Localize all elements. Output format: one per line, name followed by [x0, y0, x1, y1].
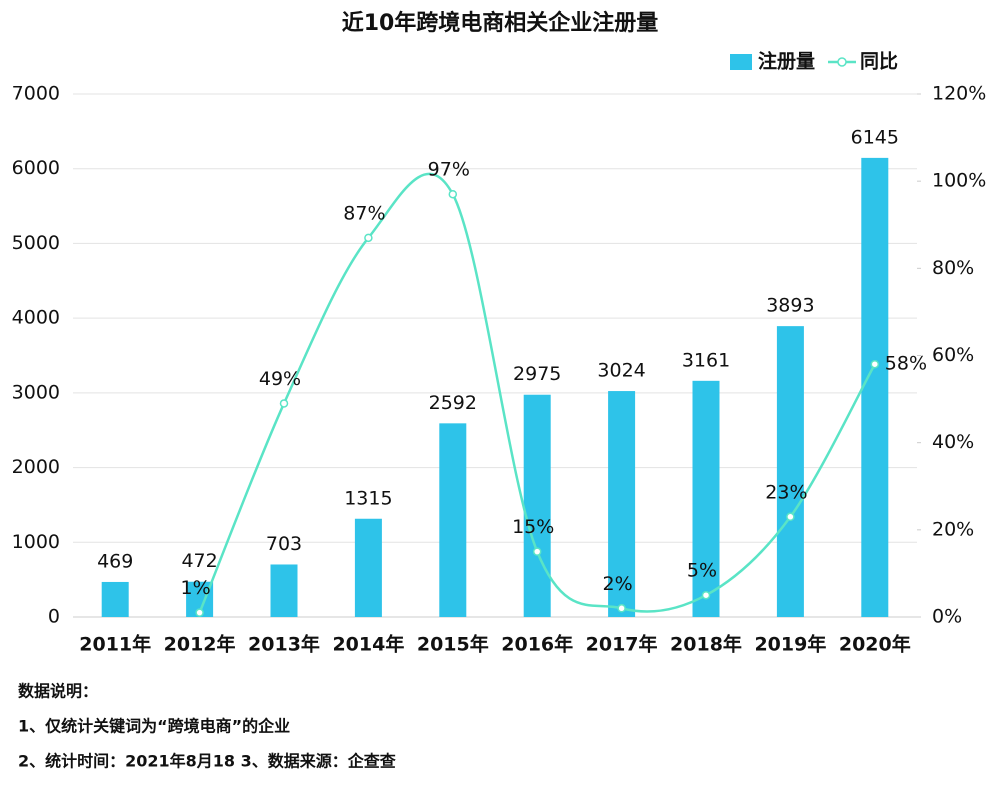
legend-label: 同比: [860, 51, 898, 73]
bar-value-label: 472: [181, 550, 217, 572]
y2-tick-label: 0%: [932, 606, 962, 628]
x-tick-label: 2014年: [332, 633, 404, 656]
line-point: [701, 590, 711, 600]
bar-value-label: 1315: [344, 487, 392, 509]
line-value-label: 97%: [428, 159, 470, 181]
legend-label: 注册量: [758, 50, 815, 73]
line-point: [870, 359, 880, 369]
bar: [101, 581, 129, 617]
bar: [523, 394, 551, 617]
y2-tick-label: 80%: [932, 257, 974, 279]
line: [198, 172, 876, 614]
bar: [354, 518, 382, 617]
x-tick-label: 2019年: [754, 633, 826, 656]
line-value-label: 49%: [259, 368, 301, 390]
y-tick-label: 3000: [12, 381, 60, 403]
bar: [270, 564, 298, 617]
bar: [608, 391, 636, 617]
x-tick-label: 2016年: [501, 633, 573, 656]
y2-tick-label: 40%: [932, 431, 974, 453]
bar: [692, 380, 720, 617]
note: 数据说明：: [18, 682, 98, 701]
line-value-label: 2%: [603, 573, 633, 595]
line-point: [195, 608, 204, 617]
line-value-label: 58%: [885, 353, 927, 375]
bar-value-label: 6145: [851, 126, 899, 148]
line-point: [532, 547, 542, 556]
y-tick-label: 4000: [12, 307, 60, 329]
bar: [439, 423, 467, 617]
y-tick-label: 1000: [12, 531, 60, 553]
bar-value-label: 2592: [429, 392, 477, 414]
line-value-label: 5%: [687, 560, 717, 582]
bar-value-label: 703: [266, 533, 302, 555]
x-tick-label: 2015年: [417, 633, 489, 656]
y-tick-label: 6000: [12, 157, 60, 179]
line-value-label: 23%: [765, 481, 807, 503]
bar-value-label: 2975: [513, 363, 561, 385]
y2-tick-label: 120%: [932, 83, 986, 105]
legend-swatch: [837, 57, 847, 67]
x-tick-label: 2017年: [586, 633, 658, 656]
x-tick-label: 2018年: [670, 633, 742, 656]
y-tick-label: 7000: [12, 83, 60, 105]
bar: [861, 157, 889, 617]
note: 2、统计时间：2021年8月18 3、数据来源：企查查: [18, 752, 396, 771]
line-point: [364, 233, 373, 243]
bar-value-label: 3893: [766, 295, 814, 317]
line-point: [786, 512, 795, 522]
y2-tick-label: 20%: [932, 518, 974, 540]
bar: [776, 326, 804, 617]
line-point: [448, 189, 458, 199]
chart-title: 近10年跨境电商相关企业注册量: [342, 10, 659, 36]
line-value-label: 87%: [343, 202, 385, 224]
bar-value-label: 3024: [597, 360, 645, 382]
line-point: [279, 399, 289, 408]
bar-value-label: 469: [97, 550, 133, 572]
y-tick-label: 0: [48, 606, 60, 628]
y2-tick-label: 100%: [932, 170, 986, 192]
y-tick-label: 2000: [12, 456, 60, 478]
line-value-label: 15%: [512, 516, 554, 538]
legend-swatch: [730, 54, 752, 70]
x-tick-label: 2013年: [248, 633, 320, 656]
bar-value-label: 3161: [682, 349, 730, 371]
line-value-label: 1%: [181, 577, 211, 599]
x-tick-label: 2011年: [79, 633, 151, 656]
y2-tick-label: 60%: [932, 344, 974, 366]
note: 1、仅统计关键词为“跨境电商”的企业: [18, 717, 290, 736]
x-tick-label: 2020年: [839, 633, 911, 656]
x-tick-label: 2012年: [164, 633, 236, 656]
y-tick-label: 5000: [12, 232, 60, 254]
line-point: [617, 604, 626, 613]
